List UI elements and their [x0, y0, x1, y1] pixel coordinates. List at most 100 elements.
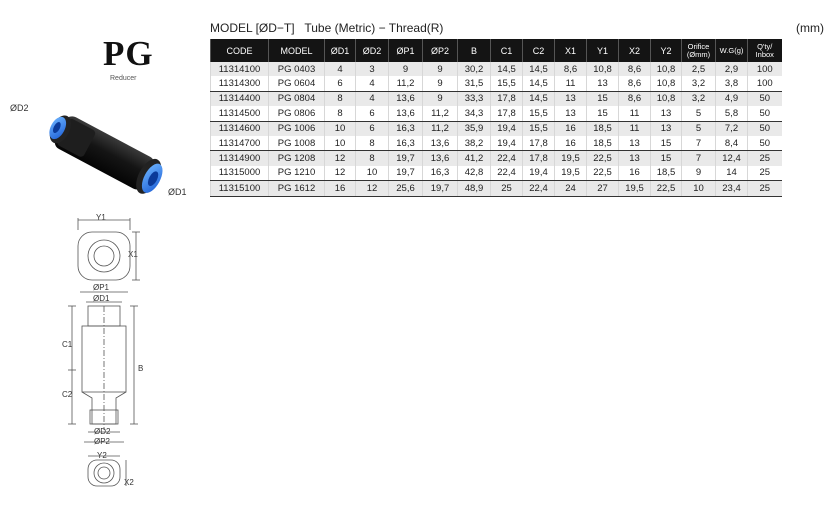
table-cell: 18,5 — [586, 135, 619, 152]
col-qty: Q'ty/ Inbox — [747, 39, 782, 62]
table-cell: 19,7 — [388, 165, 423, 182]
table-cell: 14,5 — [522, 62, 555, 77]
table-cell: 3,2 — [681, 76, 716, 92]
table-cell: 19,5 — [618, 180, 651, 197]
table-cell: 10,8 — [650, 62, 682, 77]
table-cell: 9 — [422, 62, 458, 77]
table-cell: 7 — [681, 135, 716, 152]
table-cell: 12 — [355, 180, 389, 197]
col-x1: X1 — [554, 39, 587, 62]
table-cell: 35,9 — [457, 121, 491, 136]
table-cell: 19,4 — [490, 121, 523, 136]
table-cell: 11314300 — [210, 76, 269, 92]
table-cell: 19,5 — [554, 165, 587, 182]
table-cell: 11314100 — [210, 62, 269, 77]
table-cell: 10 — [324, 135, 356, 152]
table-cell: 19,7 — [388, 150, 423, 166]
col-x2: X2 — [618, 39, 651, 62]
table-cell: 9 — [422, 91, 458, 107]
table-cell: 42,8 — [457, 165, 491, 182]
table-cell: 14,5 — [490, 62, 523, 77]
table-cell: 15,5 — [490, 76, 523, 92]
op2-label: ØP2 — [94, 437, 111, 446]
table-cell: 6 — [355, 106, 389, 122]
table-cell: 8 — [324, 91, 356, 107]
reducer-photo — [49, 115, 163, 194]
table-cell: PG 1210 — [268, 165, 325, 182]
table-cell: PG 0804 — [268, 91, 325, 107]
table-cell: 4 — [355, 91, 389, 107]
table-cell: 25 — [747, 150, 782, 166]
table-cell: PG 1008 — [268, 135, 325, 152]
table-cell: 7 — [681, 150, 716, 166]
table-cell: 13 — [650, 106, 682, 122]
table-cell: 22,4 — [490, 165, 523, 182]
col-op2: ØP2 — [422, 39, 458, 62]
table-row: 11314100 PG 0403 4 3 9 9 30,2 14,5 14,5 8,6 10,8 8,… — [210, 62, 782, 77]
col-model: MODEL — [268, 39, 325, 62]
table-cell: 19,7 — [422, 180, 458, 197]
table-cell: 25,6 — [388, 180, 423, 197]
od1-drawing-label: ØD1 — [93, 294, 110, 303]
table-cell: 13 — [650, 121, 682, 136]
table-row: 11314400 PG 0804 8 4 13,6 9 33,3 17,8 14,5 13 15 8,… — [210, 91, 782, 107]
table-cell: 100 — [747, 76, 782, 92]
table-cell: 5 — [681, 121, 716, 136]
col-c1: C1 — [490, 39, 523, 62]
table-cell: 13,6 — [388, 106, 423, 122]
table-cell: 3,8 — [715, 76, 748, 92]
table-row: 11315000 PG 1210 12 10 19,7 16,3 42,8 22,4 19,4 1… — [210, 165, 782, 182]
table-cell: 11314900 — [210, 150, 269, 166]
table-cell: 38,2 — [457, 135, 491, 152]
table-cell: 17,8 — [522, 150, 555, 166]
od2-drawing-label: ØD2 — [94, 427, 111, 436]
table-cell: 12,4 — [715, 150, 748, 166]
b-label: B — [138, 364, 144, 373]
table-row: 11314900 PG 1208 12 8 19,7 13,6 41,2 22,4 17,8 19… — [210, 150, 782, 166]
table-cell: 48,9 — [457, 180, 491, 197]
table-cell: 8,6 — [618, 62, 651, 77]
table-cell: 15 — [586, 106, 619, 122]
x2-label: X2 — [124, 478, 134, 487]
table-cell: 10,8 — [586, 62, 619, 77]
table-cell: 13 — [618, 150, 651, 166]
table-cell: 23,4 — [715, 180, 748, 197]
unit-label: (mm) — [796, 21, 824, 35]
table-cell: 2,9 — [715, 62, 748, 77]
table-cell: 10 — [324, 121, 356, 136]
table-cell: 25 — [747, 165, 782, 182]
table-cell: 13 — [586, 76, 619, 92]
table-cell: 8,4 — [715, 135, 748, 152]
table-cell: 50 — [747, 91, 782, 107]
table-cell: 11314400 — [210, 91, 269, 107]
table-cell: 4 — [355, 76, 389, 92]
table-cell: 15,5 — [522, 121, 555, 136]
table-cell: 13 — [554, 106, 587, 122]
table-cell: 11 — [618, 106, 651, 122]
table-cell: 13,6 — [422, 135, 458, 152]
table-cell: 5 — [681, 106, 716, 122]
y2-label: Y2 — [97, 451, 107, 460]
table-cell: 13 — [618, 135, 651, 152]
table-cell: PG 1006 — [268, 121, 325, 136]
table-cell: 13,6 — [422, 150, 458, 166]
col-y1: Y1 — [586, 39, 619, 62]
table-cell: 22,4 — [490, 150, 523, 166]
table-cell: PG 1208 — [268, 150, 325, 166]
table-cell: 5,8 — [715, 106, 748, 122]
c1-label: C1 — [62, 340, 73, 349]
tube-description: Tube (Metric) − Thread(R) — [304, 21, 444, 35]
table-cell: 13,6 — [388, 91, 423, 107]
table-cell: 24 — [554, 180, 587, 197]
table-cell: 16 — [554, 121, 587, 136]
spec-table-body: 11314100 PG 0403 4 3 9 9 30,2 14,5 14,5 8,6 10,8 8,… — [210, 62, 782, 197]
table-cell: 12 — [324, 150, 356, 166]
table-cell: 27 — [586, 180, 619, 197]
table-cell: 9 — [422, 76, 458, 92]
table-cell: PG 0403 — [268, 62, 325, 77]
table-cell: 16 — [554, 135, 587, 152]
table-cell: 16 — [618, 165, 651, 182]
table-cell: 12 — [324, 165, 356, 182]
table-cell: 15 — [650, 135, 682, 152]
table-cell: 8,6 — [618, 76, 651, 92]
